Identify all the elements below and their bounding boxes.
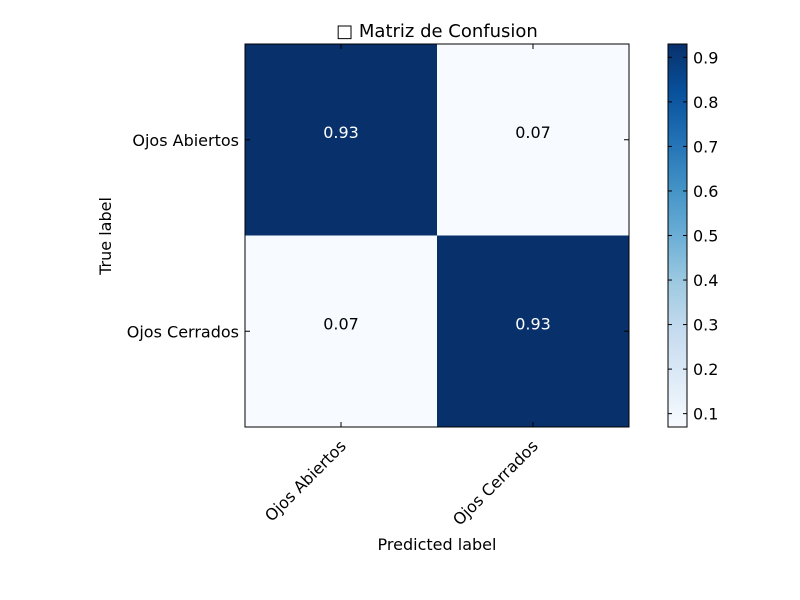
colorbar: 0.1 0.2 0.3 0.4 0.5 0.6 0.7 0.8 0.9	[667, 43, 718, 428]
y-axis-label: True label	[96, 197, 115, 276]
heatmap-cell-r1-c1	[437, 235, 629, 427]
x-axis-label: Predicted label	[378, 535, 497, 554]
heatmap-cell-r1-c0	[245, 235, 437, 427]
x-tick-label: Ojos Cerrados	[449, 436, 542, 529]
cell-value-label: 0.07	[323, 314, 359, 333]
axis-ticks	[245, 44, 629, 427]
chart-title: □ Matriz de Confusion	[336, 21, 538, 42]
y-tick-labels: Ojos Abiertos Ojos Cerrados	[127, 131, 239, 342]
x-tick-labels: Ojos Abiertos Ojos Cerrados	[261, 436, 542, 529]
heatmap-cells: 0.93 0.07 0.07 0.93	[245, 44, 629, 427]
cell-value-label: 0.93	[515, 314, 551, 333]
y-tick-label: Ojos Abiertos	[132, 131, 239, 150]
colorbar-tick-label: 0.7	[693, 137, 718, 156]
colorbar-tick-label: 0.3	[693, 316, 718, 335]
colorbar-tick-label: 0.2	[693, 360, 718, 379]
heatmap-cell-r0-c1	[437, 44, 629, 236]
colorbar-tick-label: 0.6	[693, 182, 718, 201]
colorbar-ticks: 0.1 0.2 0.3 0.4 0.5 0.6 0.7 0.8 0.9	[668, 48, 718, 424]
x-tick-label: Ojos Abiertos	[261, 436, 350, 525]
colorbar-tick-label: 0.9	[693, 48, 718, 67]
heatmap-cell-r0-c0	[245, 44, 437, 236]
cell-value-label: 0.93	[323, 123, 359, 142]
y-tick-label: Ojos Cerrados	[127, 322, 239, 341]
plot-frame	[244, 43, 630, 428]
colorbar-tick-label: 0.5	[693, 227, 718, 246]
colorbar-tick-label: 0.1	[693, 405, 718, 424]
cell-value-label: 0.07	[515, 123, 551, 142]
colorbar-tick-label: 0.4	[693, 271, 718, 290]
colorbar-tick-label: 0.8	[693, 93, 718, 112]
